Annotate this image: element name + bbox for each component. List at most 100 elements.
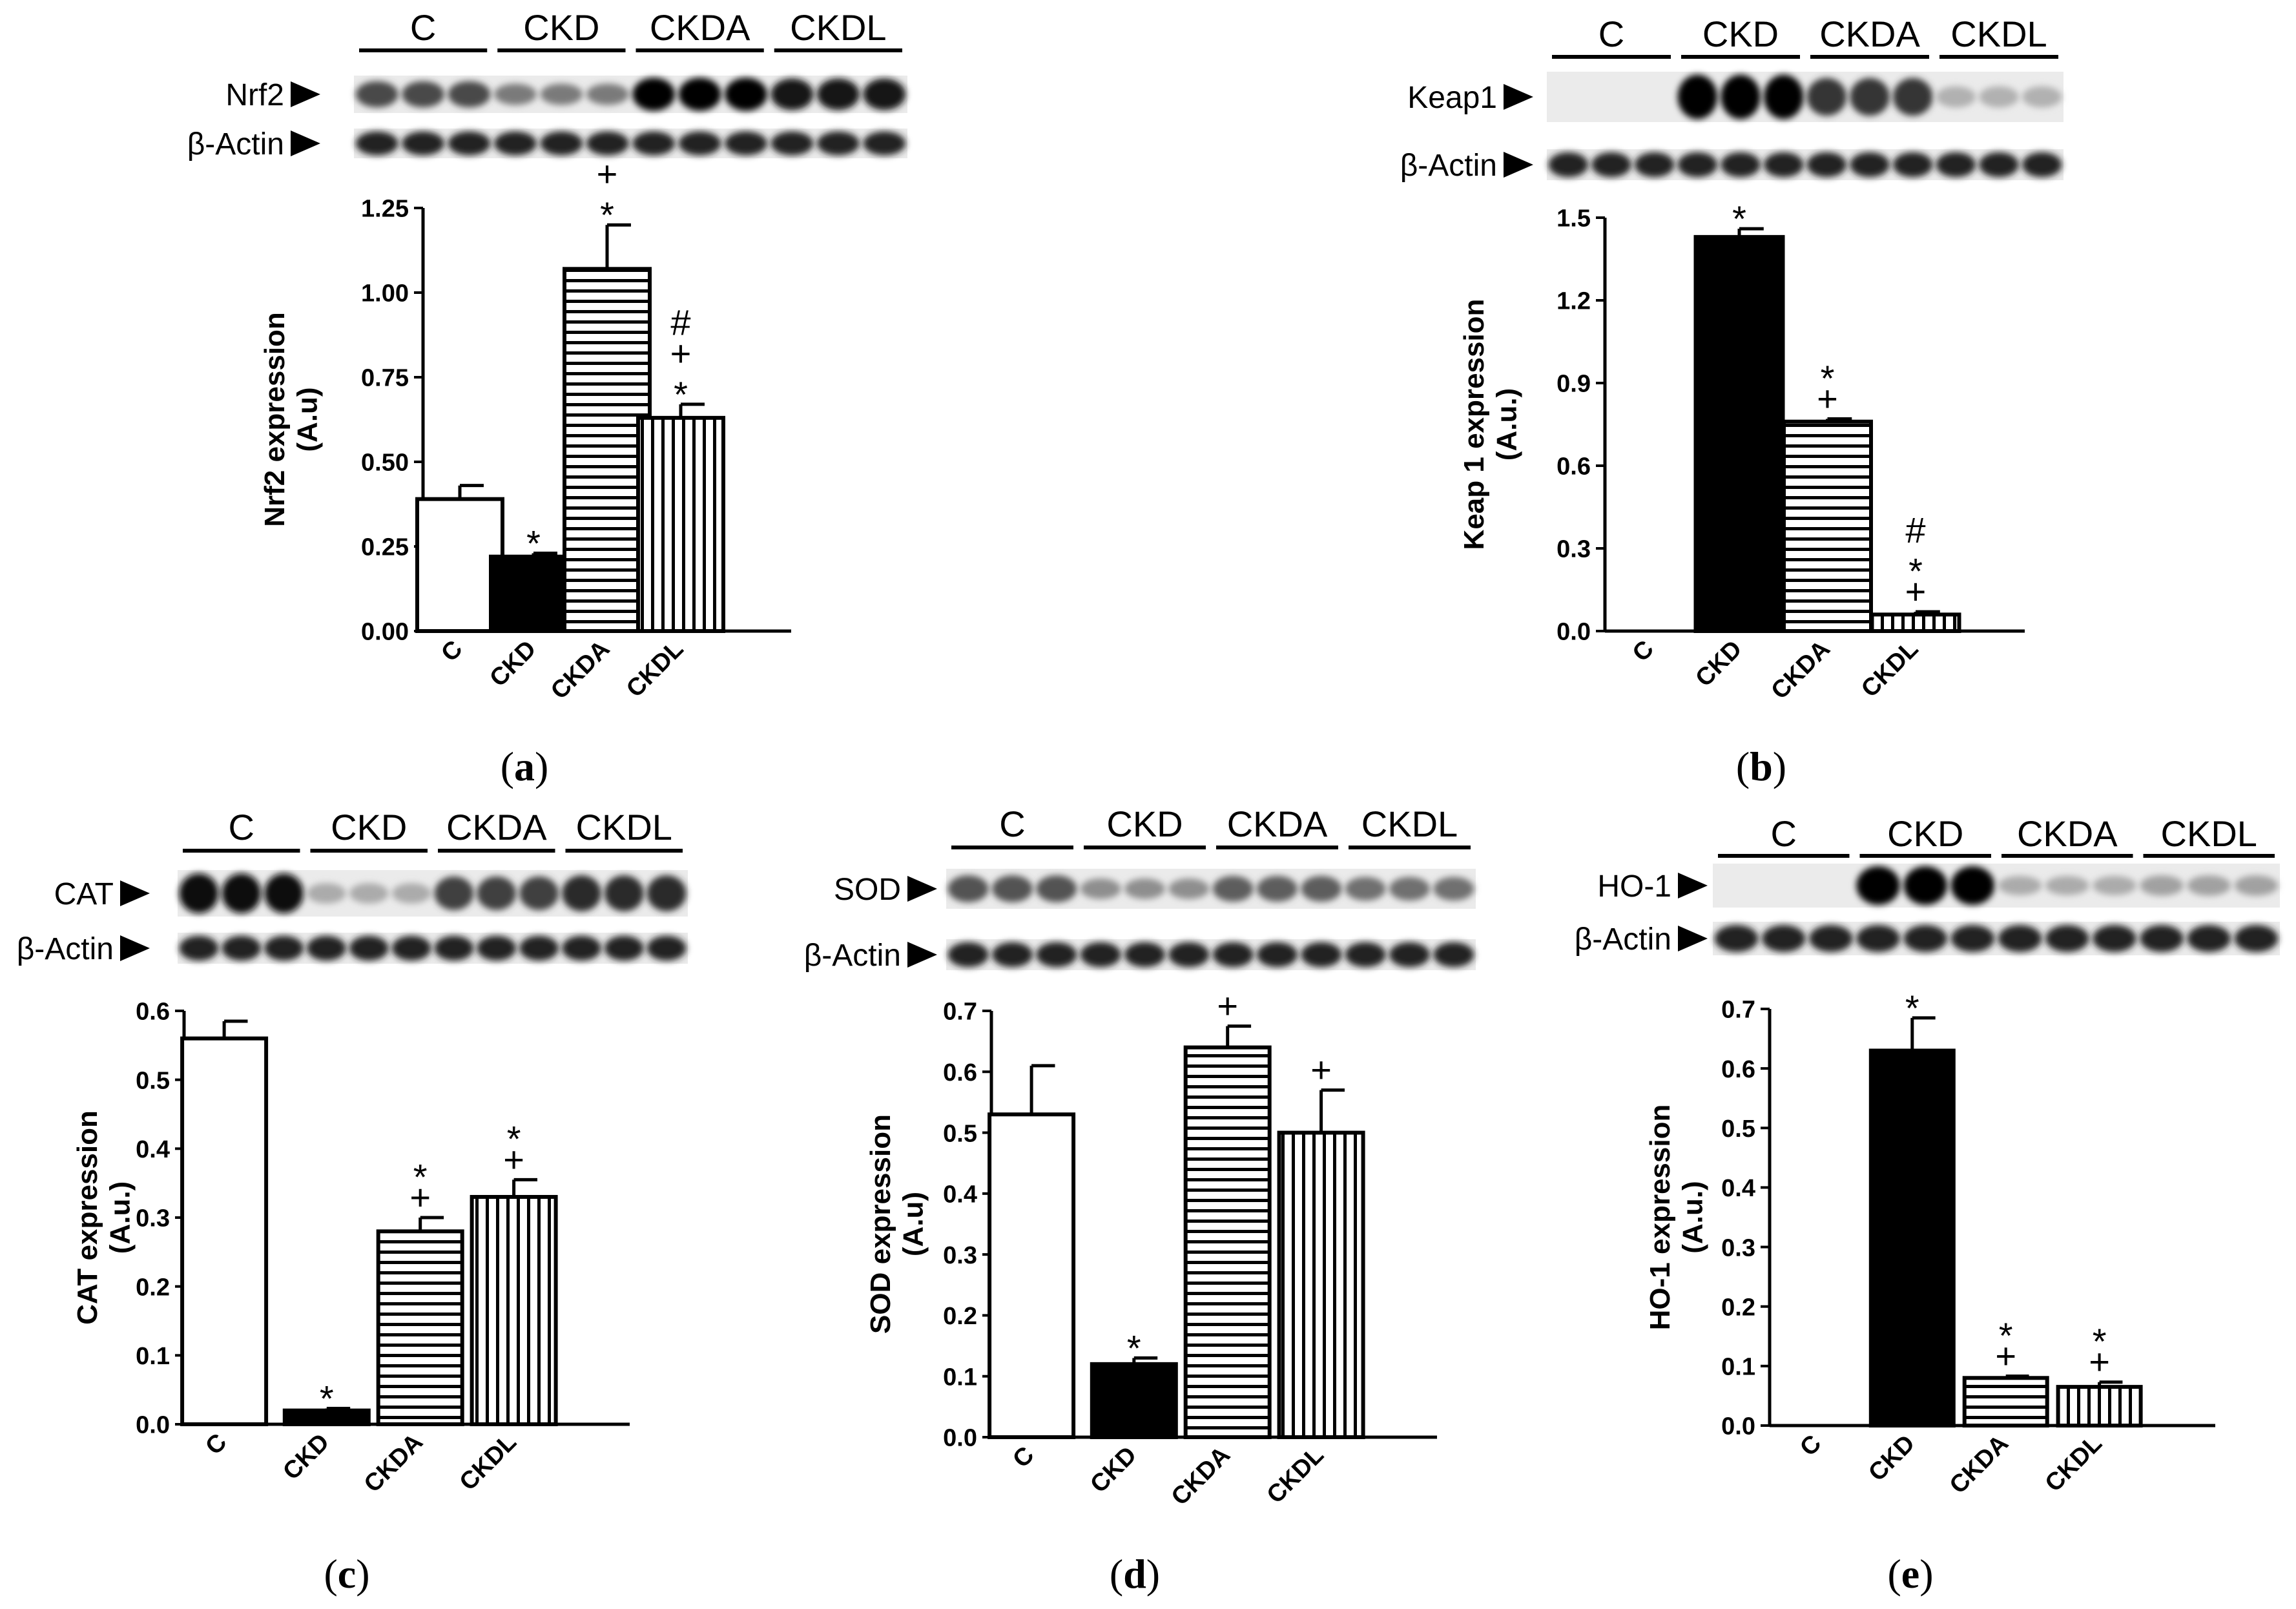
significance-mark: # [670,302,690,343]
blot-band [725,131,768,156]
blot-row-label: β-Actin [804,939,901,973]
blot-group-label: CKD [523,7,599,48]
significance-mark: + [597,154,618,194]
significance-mark: + [1217,986,1238,1026]
blot-band [2045,925,2089,952]
blot-band [1212,875,1254,902]
y-tick-label: 0.7 [1721,997,1755,1024]
y-tick-label: 0.25 [361,534,409,561]
significance-mark: * [507,1119,521,1159]
blot-band [1124,942,1166,968]
significance-mark: + [1310,1050,1332,1090]
blot-band [1345,877,1386,901]
x-category-label: CKDL [1856,636,1923,703]
panel-b: C CKD CKDA CKDL Keap1 β-Actin 0.0 0.3 0.6 0.9 1.2 1… [1400,14,2063,705]
blot-band [1761,925,1806,952]
y-tick-label: 0.3 [943,1242,977,1269]
y-tick-label: 0.75 [361,365,409,392]
y-axis-label: SOD expression [865,1114,896,1334]
significance-mark: * [1732,198,1746,239]
y-tick-label: 0.6 [1721,1056,1755,1083]
panel-e: C CKD CKDA CKDL HO-1 β-Actin 0.0 0.1 0.2 0.3 0.4 0.… [1575,813,2280,1499]
blot-group-label: C [999,804,1025,844]
blot-group-label: CKD [1106,804,1183,844]
blot-band [1433,877,1474,901]
x-category-label: CKDL [621,636,688,703]
y-tick-label: 0.1 [943,1364,977,1391]
bar-ckda [376,1229,464,1427]
blot-band [1850,78,1890,116]
blot-band [2187,875,2231,896]
blot-band [1809,925,1853,952]
y-tick-label: 0.4 [943,1181,977,1209]
blot-band [2187,925,2231,952]
arrow-icon [1678,873,1708,898]
blot-band [816,78,860,110]
blot-band [402,81,445,108]
blot-band [1591,152,1631,178]
x-category-label: CKDL [2040,1430,2107,1497]
blot-band [604,935,644,961]
blot-band [2022,152,2062,178]
blot-band [1677,74,1718,119]
blot-band [434,935,474,961]
blot-strip [1713,864,2280,908]
y-tick-label: 0.7 [943,999,977,1026]
blot-band [477,935,517,961]
y-tick-label: 0.5 [943,1120,977,1147]
panel-label-b: (b) [1736,743,1786,789]
blot-row-label: Keap1 [1407,81,1497,115]
blot-strip [178,933,688,964]
bar-ckdl [1277,1130,1365,1439]
blot-band [540,83,583,105]
y-tick-label: 0.0 [136,1412,170,1439]
blot-band [222,935,262,961]
arrow-icon [120,880,150,906]
significance-mark: * [674,374,688,415]
blot-band [1168,878,1210,899]
y-tick-label: 0.6 [943,1059,977,1086]
y-tick-label: 1.25 [361,196,409,223]
y-tick-label: 0.3 [1721,1234,1755,1261]
blot-strip [1547,72,2063,122]
blot-band [1892,78,1933,116]
blot-strip [178,870,688,917]
arrow-icon [1504,152,1533,178]
blot-band [1433,942,1474,968]
blot-band [391,935,431,961]
significance-mark: + [1995,1336,2016,1376]
blot-band [1714,925,1759,952]
y-tick-label: 1.5 [1557,205,1591,233]
blot-band [1389,877,1431,901]
blot-strip [946,869,1476,909]
blot-band [519,876,559,911]
blot-band [519,935,559,961]
blot-band [863,131,906,156]
blot-band [1850,152,1890,178]
blot-band [1212,942,1254,968]
bar-ckda [1962,1376,2049,1427]
blot-band [678,131,721,156]
blot-band [1168,942,1210,968]
significance-mark: + [1817,378,1838,419]
blot-band [1950,925,1995,952]
panel-label-d: (d) [1110,1551,1160,1597]
x-category-label: C [1628,636,1659,667]
y-tick-label: 0.0 [943,1425,977,1452]
y-tick-label: 0.5 [136,1067,170,1094]
blot-group-label: C [1771,813,1797,854]
blot-band [1080,942,1121,968]
x-category-label: CKDL [1262,1442,1329,1509]
x-category-label: CKD [484,636,541,692]
blot-band [1856,866,1900,905]
blot-band [493,83,537,105]
blot-group-label: CKDL [790,7,886,48]
y-tick-label: 1.00 [361,280,409,307]
blot-band [2234,875,2279,896]
blot-band [307,935,346,961]
blot-strip [1713,922,2280,955]
blot-band [947,875,989,902]
blot-band [1856,925,1900,952]
blot-row-label: β-Actin [17,932,114,966]
